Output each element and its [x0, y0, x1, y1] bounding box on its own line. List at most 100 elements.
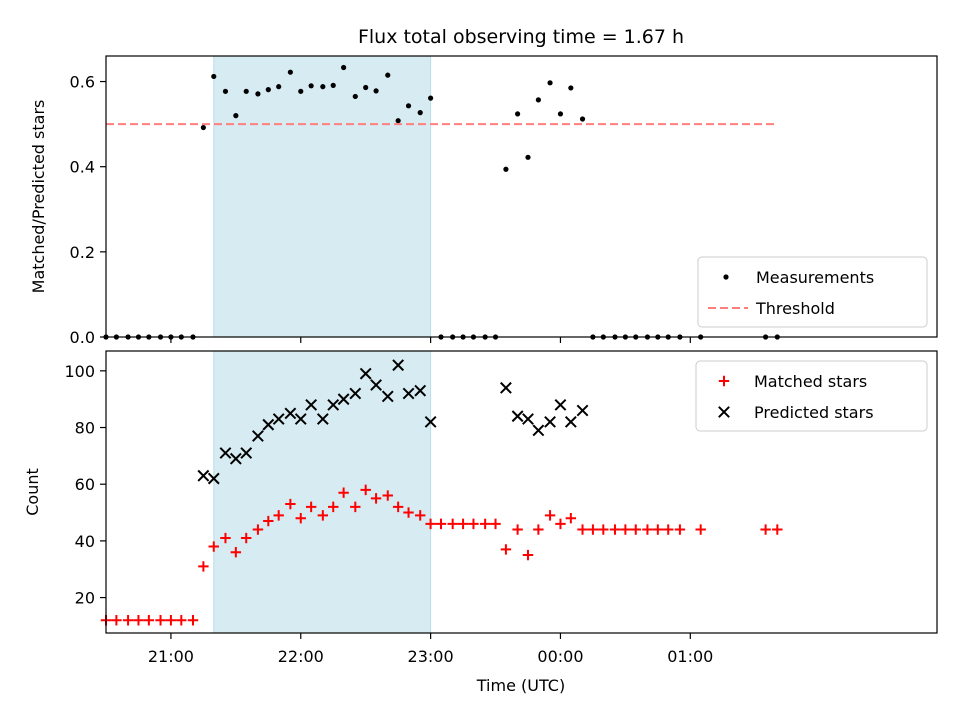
x-tick-label: 21:00 [148, 647, 194, 666]
data-point [198, 561, 209, 572]
data-point [208, 541, 219, 552]
data-point [598, 524, 609, 535]
data-point [468, 518, 479, 530]
data-point [330, 82, 336, 88]
data-point [252, 524, 264, 535]
legend-marker [723, 274, 729, 280]
data-point [341, 64, 347, 71]
highlight-span [213, 55, 432, 338]
data-point [447, 518, 458, 530]
data-point [620, 524, 631, 535]
data-point [111, 615, 122, 626]
data-point [263, 515, 274, 527]
data-point [220, 532, 231, 544]
data-point [207, 472, 220, 485]
data-point [243, 88, 249, 94]
data-point [252, 430, 264, 442]
data-point [197, 469, 210, 482]
data-point [544, 510, 556, 521]
data-point [533, 524, 544, 535]
y-tick-label: 0.6 [70, 73, 95, 92]
legend-box [695, 360, 928, 432]
data-point [382, 490, 393, 501]
legend-label: Matched stars [754, 372, 867, 391]
data-point [262, 418, 275, 431]
data-point [609, 524, 621, 535]
data-point [385, 72, 391, 78]
data-point [284, 407, 297, 420]
data-point [317, 510, 329, 521]
data-point [568, 85, 574, 91]
data-point [287, 69, 293, 75]
data-point [211, 73, 217, 80]
y-tick-label: 40 [75, 532, 95, 551]
data-point [424, 415, 437, 428]
highlight-span [213, 350, 432, 634]
x-axis-label: Time (UTC) [476, 676, 565, 695]
data-point [674, 524, 686, 535]
data-point [532, 424, 545, 437]
count-panel: 20 40 60 80 100 21:00 22:00 23:00 00:00 01:00 Coun… [23, 350, 938, 666]
data-point [587, 524, 599, 535]
data-point [273, 510, 284, 521]
data-point [414, 384, 427, 397]
data-point [579, 116, 586, 122]
y-tick-label: 0.4 [70, 158, 95, 177]
data-point [642, 524, 653, 535]
data-point [554, 398, 567, 411]
legend-label: Predicted stars [754, 403, 874, 422]
data-point [222, 88, 229, 94]
data-point [435, 518, 447, 530]
data-point [630, 524, 641, 535]
data-point [403, 507, 414, 518]
data-point [276, 84, 282, 90]
data-point [316, 413, 329, 425]
data-point [515, 111, 521, 117]
data-point [544, 415, 556, 428]
y-tick-label: 60 [75, 475, 95, 494]
data-point [522, 413, 534, 425]
data-point [363, 84, 369, 91]
data-point [265, 87, 271, 93]
legend-box [697, 256, 928, 328]
data-point [200, 124, 206, 131]
data-point [535, 97, 541, 103]
data-point [233, 113, 239, 119]
data-point [577, 524, 588, 535]
legend-label: Measurements [756, 268, 874, 287]
data-point [359, 367, 372, 380]
legend: Matched stars Predicted stars [695, 360, 928, 432]
data-point [772, 524, 783, 535]
data-point [381, 390, 394, 403]
data-point [230, 547, 242, 558]
data-point [176, 615, 187, 626]
data-point [298, 88, 304, 94]
legend-label: Threshold [755, 299, 835, 318]
x-tick-label: 23:00 [408, 647, 454, 666]
data-point [522, 549, 534, 561]
data-point [392, 501, 404, 513]
data-point [272, 413, 285, 425]
data-point [295, 513, 306, 524]
data-point [760, 524, 771, 535]
y-tick-label: 100 [64, 362, 95, 381]
data-point [511, 410, 524, 423]
series-counts-0 [100, 484, 783, 626]
ratio-panel: 0.0 0.2 0.4 0.6 Matched/Predicted stars Measu… [29, 55, 938, 347]
data-point [337, 393, 350, 406]
data-point [240, 447, 253, 459]
data-point [500, 544, 512, 555]
data-point [415, 510, 426, 521]
data-point [327, 398, 340, 411]
y-tick-label: 80 [75, 419, 95, 438]
data-point [512, 524, 523, 535]
x-tick-label: 00:00 [537, 647, 583, 666]
data-point [305, 501, 317, 513]
data-point [457, 518, 469, 530]
data-point [557, 111, 564, 117]
data-point [294, 413, 307, 425]
data-point [308, 83, 314, 89]
data-point [490, 518, 501, 530]
data-point [479, 518, 491, 530]
data-point [395, 118, 401, 124]
